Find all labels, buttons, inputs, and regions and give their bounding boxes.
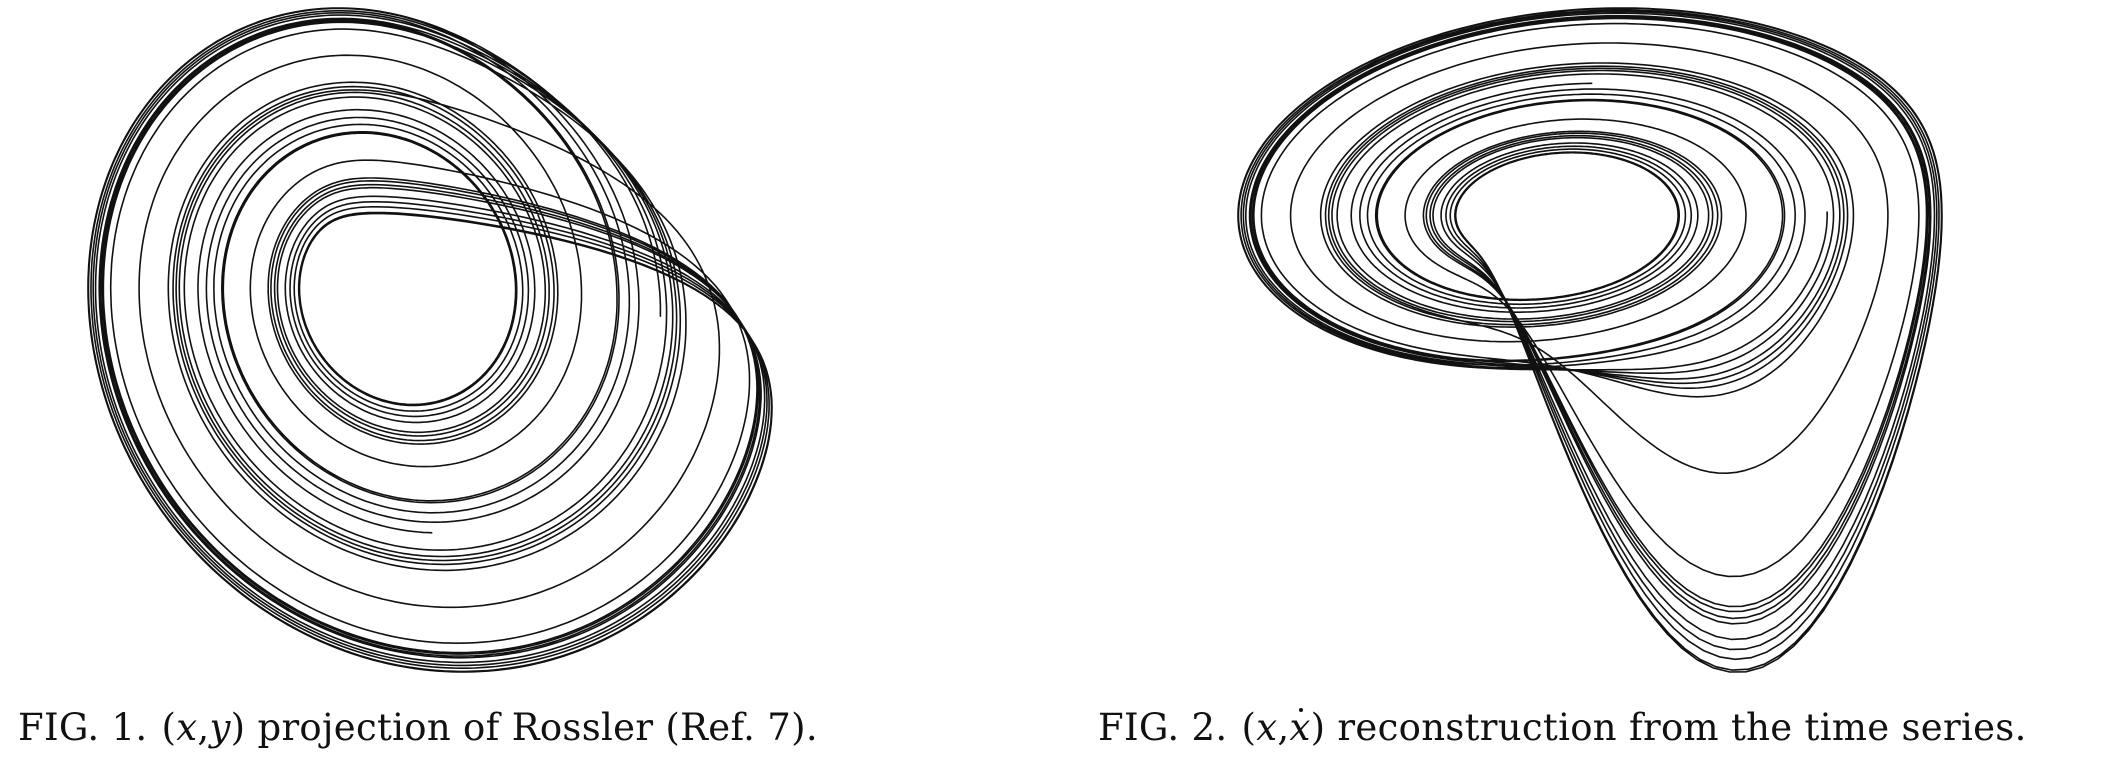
figure-2-coord-x-dot: x <box>1289 706 1310 749</box>
figure-1-coord-x: x <box>176 706 197 749</box>
figure-2-coord-x: x <box>1256 706 1277 749</box>
figure-2-label: FIG. 2. <box>1098 706 1227 749</box>
figure-2-coord-sep: , <box>1277 706 1289 749</box>
figure-1-caption: FIG. 1. (x,y) projection of Rossler (Ref.… <box>18 706 818 749</box>
figure-1-coords-open: ( <box>161 706 176 749</box>
figure-1-coord-y: y <box>209 706 230 749</box>
attractor-trajectory-x-xdot <box>1238 8 1942 672</box>
figure-1-coord-sep: , <box>197 706 209 749</box>
figure-1-plot <box>80 0 780 680</box>
figure-2-caption: FIG. 2. (x,x) reconstruction from the tim… <box>1098 706 2027 749</box>
figure-2-caption-text: reconstruction from the time series. <box>1337 706 2026 749</box>
figure-2-plot <box>1230 0 1950 680</box>
reconstructed-attractor <box>1230 0 1950 680</box>
figure-2-coords-open: ( <box>1241 706 1256 749</box>
attractor-trajectory-xy <box>88 8 772 672</box>
figure-1-label: FIG. 1. <box>18 706 147 749</box>
figure-1-coords-close: ) <box>231 706 246 749</box>
figure-2-coords-close: ) <box>1311 706 1326 749</box>
rossler-projection-attractor <box>80 0 780 680</box>
figure-1-caption-text: projection of Rossler (Ref. 7). <box>257 706 817 749</box>
